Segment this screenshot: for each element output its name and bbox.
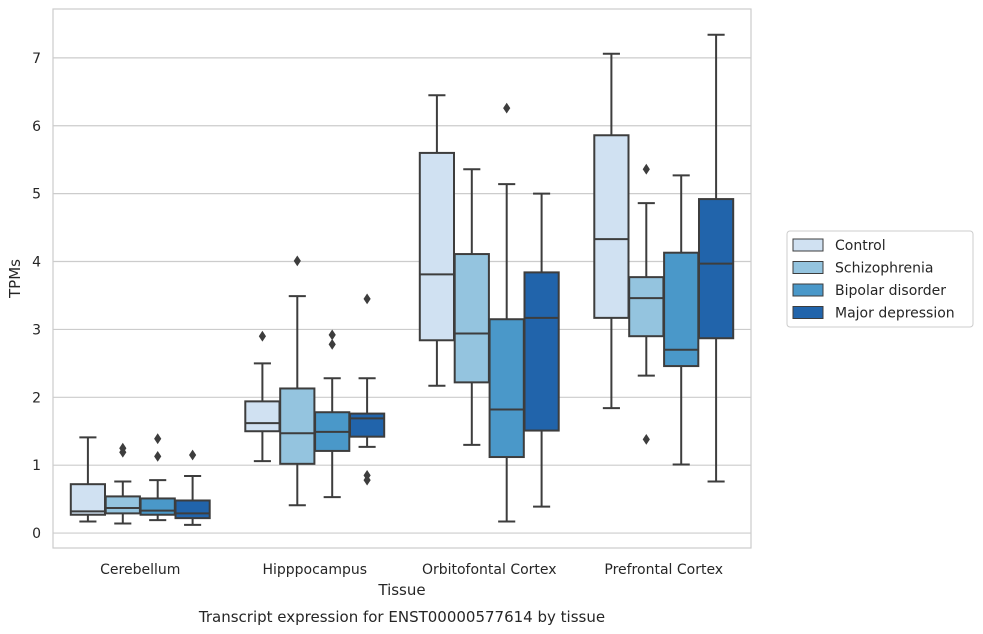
y-tick-label: 5 (32, 187, 41, 203)
box-control (418, 94, 456, 387)
outlier-point (293, 255, 301, 267)
box-iqr (279, 387, 316, 465)
outlier-point (642, 163, 650, 175)
y-tick-label: 7 (32, 51, 41, 67)
outlier-point (258, 330, 266, 342)
x-tick-label: Hipppocampus (262, 562, 367, 578)
box-iqr (418, 151, 456, 342)
box-major-depression (523, 192, 560, 508)
legend-label: Schizophrenia (835, 261, 933, 277)
box-iqr (69, 483, 107, 516)
box-iqr (628, 276, 665, 338)
box-control (244, 330, 281, 463)
legend-label: Control (835, 238, 886, 254)
box-bipolar-disorder (488, 102, 525, 523)
box-iqr (104, 495, 141, 515)
box-schizophrenia (279, 255, 316, 507)
box-control (69, 436, 107, 523)
box-bipolar-disorder (663, 174, 700, 466)
box-iqr (348, 412, 386, 438)
box-iqr (697, 198, 735, 340)
legend-swatch (792, 261, 824, 274)
box-bipolar-disorder (139, 433, 176, 522)
legend-label: Major depression (835, 306, 955, 322)
box-bipolar-disorder (314, 329, 351, 499)
outlier-point (119, 442, 127, 454)
x-axis-label: Tissue (377, 581, 425, 599)
grid-lines (53, 57, 751, 534)
box-control (593, 52, 630, 410)
legend-swatch (792, 306, 824, 319)
x-tick-label: Prefrontal Cortex (604, 562, 723, 578)
box-iqr (593, 134, 630, 319)
legend-frame (786, 230, 974, 328)
plot-area (52, 8, 752, 549)
y-axis-label: TPMs (6, 259, 24, 299)
y-tick-label: 4 (32, 255, 41, 271)
box-schizophrenia (104, 442, 141, 525)
outlier-point (189, 449, 197, 461)
legend: Control Schizophrenia Bipolar disorder Majo… (786, 230, 974, 328)
y-tick-label: 3 (32, 322, 41, 338)
legend-swatch (792, 283, 824, 297)
outlier-point (154, 433, 162, 445)
box-iqr (453, 253, 490, 384)
box-schizophrenia (453, 168, 490, 446)
box-major-depression (174, 449, 211, 526)
box-schizophrenia (628, 163, 665, 445)
outlier-point (154, 450, 162, 462)
y-tick-label: 2 (32, 390, 41, 406)
outlier-point (328, 329, 336, 341)
box-major-depression (697, 33, 735, 483)
x-tick-label: Orbitofontal Cortex (422, 562, 557, 578)
y-tick-label: 6 (32, 119, 41, 135)
box-major-depression (348, 293, 386, 486)
legend-swatch (792, 238, 824, 252)
box-iqr (244, 400, 281, 433)
box-iqr (139, 497, 176, 516)
box-iqr (174, 499, 211, 520)
outlier-point (503, 102, 511, 114)
chart-caption: Transcript expression for ENST0000057761… (198, 608, 605, 626)
box-iqr (488, 318, 525, 459)
box-iqr (663, 251, 700, 368)
outlier-point (363, 474, 371, 486)
y-tick-label: 0 (32, 526, 41, 542)
outlier-point (363, 293, 371, 305)
legend-label: Bipolar disorder (835, 283, 946, 299)
y-axis-ticks: 0 1 2 3 4 5 6 7 (32, 51, 41, 542)
outlier-point (328, 338, 336, 350)
x-tick-label: Cerebellum (100, 562, 180, 578)
outlier-point (642, 433, 650, 445)
y-tick-label: 1 (32, 458, 41, 474)
box-groups (69, 33, 735, 526)
x-axis-ticks: Cerebellum Hipppocampus Orbitofontal Corte… (100, 562, 723, 578)
box-iqr (523, 271, 560, 432)
